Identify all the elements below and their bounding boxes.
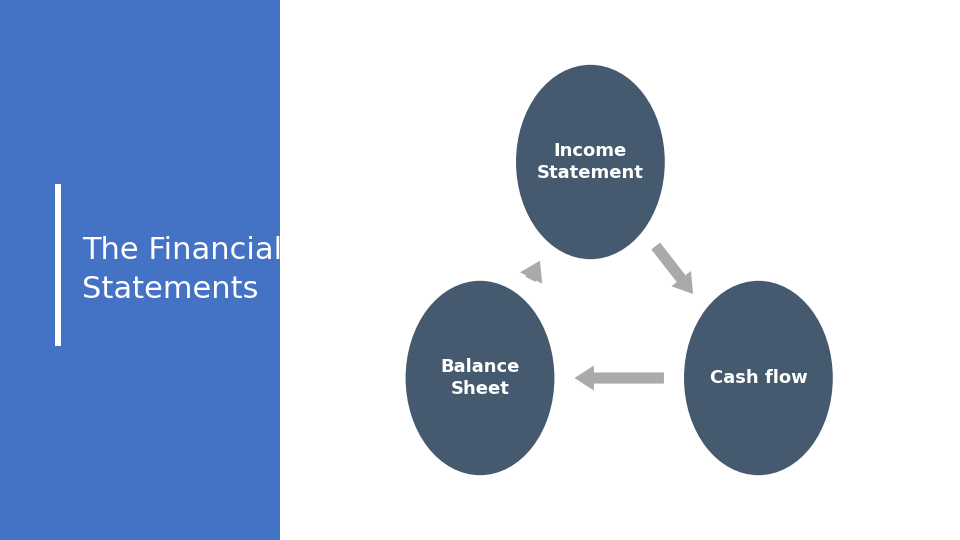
Text: The Financial
Statements: The Financial Statements [82, 237, 282, 303]
Text: Balance
Sheet: Balance Sheet [441, 358, 519, 398]
FancyArrowPatch shape [574, 366, 664, 390]
Bar [55, 184, 61, 346]
Text: Cash flow: Cash flow [709, 369, 807, 387]
FancyArrowPatch shape [520, 261, 542, 284]
Ellipse shape [516, 65, 664, 259]
Text: Income
Statement: Income Statement [537, 142, 644, 182]
Ellipse shape [406, 281, 555, 475]
Bar [0, 0, 280, 540]
FancyArrowPatch shape [651, 242, 693, 294]
Ellipse shape [684, 281, 832, 475]
